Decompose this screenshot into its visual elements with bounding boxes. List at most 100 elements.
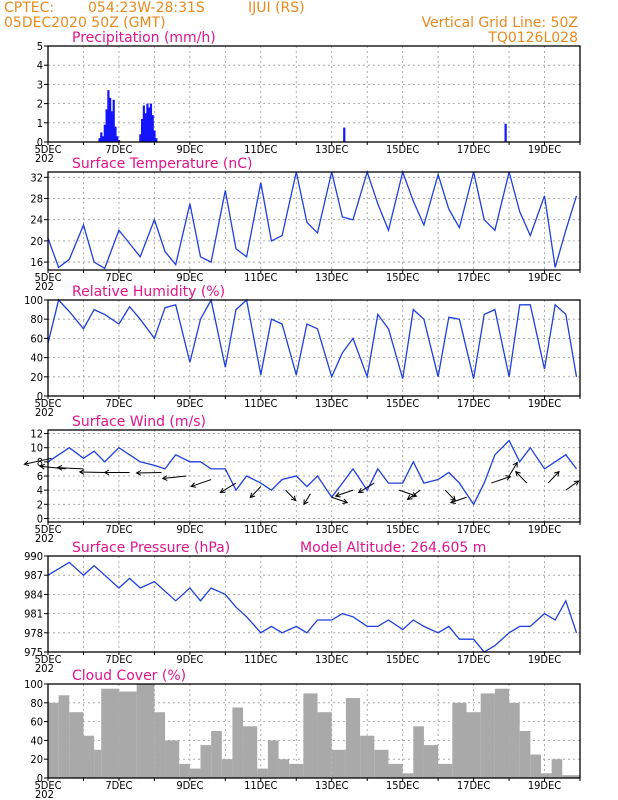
x-tick-label: 11DEC: [244, 143, 277, 156]
precip-bar: [103, 124, 106, 142]
wind-arrow-head: [161, 475, 168, 481]
wind-arrow-head: [411, 492, 418, 498]
y-tick-label: 4: [37, 59, 43, 72]
cloud-bar: [317, 712, 332, 778]
pressure-panel: Surface Pressure (hPa) Model Altitude: 26…: [24, 540, 581, 675]
precip-bar: [101, 136, 105, 142]
wind-arrow: [331, 496, 349, 504]
wind-arrow: [515, 470, 528, 484]
cloud-bar: [519, 731, 531, 778]
x-tick-label: 7DEC: [105, 397, 132, 410]
x-tick-label: 17DEC: [457, 523, 490, 536]
precip-bar: [144, 113, 147, 142]
cloud-bar: [267, 740, 279, 778]
wind-arrow-shaft: [303, 493, 311, 505]
x-tick-label: 5DEC: [34, 653, 61, 666]
y-tick-label: 2: [37, 98, 43, 111]
temperature-title: Surface Temperature (nC): [72, 156, 253, 172]
x-tick-label: 13DEC: [315, 653, 348, 666]
x-tick-label: 11DEC: [244, 779, 277, 792]
wind-arrow: [23, 457, 52, 467]
cloud-cover-panel: Cloud Cover (%) 0 20 40 60 80 100 5DEC 7DEC 9DEC 1…: [24, 668, 581, 800]
wind-arrow-shaft: [547, 471, 560, 484]
humidity-title: Relative Humidity (%): [72, 284, 225, 300]
precip-bar: [139, 134, 142, 142]
precip-bar: [107, 90, 110, 142]
header-coords: 054:23W-28:31S: [88, 0, 205, 16]
cloud-bar: [413, 726, 424, 778]
wind-arrow: [565, 480, 580, 491]
wind-arrow-shaft: [407, 489, 421, 500]
y-tick-label: 987: [24, 569, 43, 582]
cloud-bar: [154, 712, 166, 778]
precip-bar: [153, 130, 156, 142]
wind-arrow-shaft: [335, 489, 354, 497]
x-tick-label: 7DEC: [105, 653, 132, 666]
cloud-bar: [118, 691, 137, 778]
pressure-title: Surface Pressure (hPa): [72, 540, 230, 556]
x-tick-label: 15DEC: [386, 653, 419, 666]
wind-arrow-head: [505, 475, 512, 481]
wind-arrow-shaft: [220, 482, 237, 493]
year-label: 202: [35, 280, 54, 293]
x-tick-label: 9DEC: [176, 143, 203, 156]
wind-arrow-head: [290, 495, 297, 502]
x-tick-label: 7DEC: [105, 271, 132, 284]
precip-bar: [140, 118, 144, 142]
wind-arrow-head: [23, 460, 30, 467]
y-tick-label: 20: [30, 371, 43, 384]
wind-arrow-head: [573, 480, 580, 486]
x-tick-label: 11DEC: [244, 397, 277, 410]
y-tick-label: 60: [30, 332, 43, 345]
wind-arrow-shaft: [162, 475, 187, 479]
y-tick-label: 0: [37, 772, 43, 785]
wind-arrow: [303, 493, 311, 506]
y-tick-label: 12: [30, 428, 43, 441]
wind-arrow-shaft: [358, 482, 375, 493]
wind-arrow-shaft: [40, 465, 66, 470]
cloud-bar: [101, 688, 119, 778]
year-label: 202: [35, 662, 54, 675]
wind-arrow-shaft: [491, 476, 511, 484]
cloud-bar: [345, 698, 361, 778]
wind-arrow-head: [342, 498, 349, 504]
x-tick-label: 9DEC: [176, 779, 203, 792]
cloud-cover-frame: [47, 683, 581, 779]
x-tick-label: 11DEC: [244, 653, 277, 666]
header-run: 05DEC2020 50Z (GMT): [4, 15, 166, 31]
cloud-bar: [360, 735, 375, 778]
wind-title: Surface Wind (m/s): [72, 414, 206, 430]
cloud-bar: [289, 763, 304, 778]
wind-arrow-head: [39, 463, 45, 470]
cloud-bar: [480, 693, 495, 778]
y-tick-label: 40: [30, 734, 43, 747]
y-tick-label: 978: [24, 627, 43, 640]
y-tick-label: 28: [30, 192, 43, 205]
y-tick-label: 3: [37, 78, 43, 91]
y-tick-label: 2: [37, 498, 43, 511]
cloud-bar: [562, 775, 580, 778]
wind-arrow-shaft: [515, 471, 528, 484]
y-tick-label: 990: [24, 550, 43, 563]
wind-arrow-shaft: [57, 467, 84, 470]
x-tick-label: 17DEC: [457, 143, 490, 156]
x-tick-label: 17DEC: [457, 271, 490, 284]
wind-arrow-shaft: [331, 496, 348, 504]
y-tick-label: 981: [24, 608, 43, 621]
cloud-bar: [388, 763, 403, 778]
wind-arrow: [547, 470, 560, 484]
cloud-bar: [452, 702, 467, 778]
y-tick-label: 5: [37, 40, 43, 53]
wind-arrow: [219, 482, 237, 493]
y-tick-label: 100: [24, 294, 43, 307]
y-tick-label: 80: [30, 313, 43, 326]
wind-arrow-shaft: [24, 457, 52, 465]
x-tick-label: 11DEC: [244, 271, 277, 284]
x-tick-label: 5DEC: [34, 523, 61, 536]
wind-arrow: [161, 475, 187, 481]
y-tick-label: 32: [30, 171, 43, 184]
wind-arrow-head: [334, 492, 341, 498]
x-tick-label: 15DEC: [386, 143, 419, 156]
y-tick-label: 0: [37, 136, 43, 149]
